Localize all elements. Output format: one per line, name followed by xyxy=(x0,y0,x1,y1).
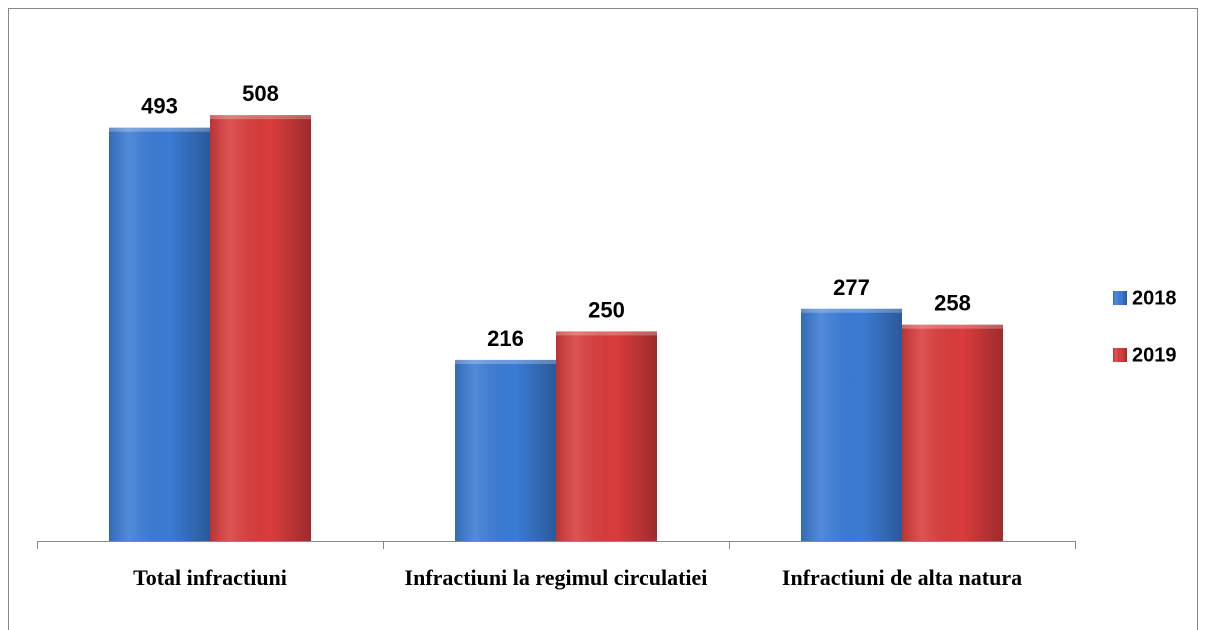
bar-cap xyxy=(801,308,902,313)
data-label: 216 xyxy=(487,326,524,351)
bar-shade xyxy=(556,331,657,541)
data-label: 277 xyxy=(833,275,870,300)
bar-shade xyxy=(801,308,902,541)
bar-cap xyxy=(556,331,657,336)
data-label: 508 xyxy=(242,81,279,106)
bar-shade xyxy=(210,115,311,542)
chart-frame xyxy=(8,8,1198,630)
legend-swatch-shade xyxy=(1113,291,1127,305)
legend-label: 2018 xyxy=(1132,287,1177,309)
bar-cap xyxy=(902,324,1003,329)
x-tick-label: Infractiuni de alta natura xyxy=(781,565,1023,590)
x-tick-label: Total infractiuni xyxy=(133,565,287,590)
bar-cap xyxy=(455,359,556,364)
bar-cap xyxy=(210,115,311,120)
bar-shade xyxy=(902,324,1003,541)
legend-label: 2019 xyxy=(1132,344,1177,366)
bar-cap xyxy=(109,127,210,132)
bar-shade xyxy=(109,127,210,542)
data-label: 250 xyxy=(588,297,625,322)
data-label: 493 xyxy=(141,94,178,119)
bar-shade xyxy=(455,359,556,541)
x-tick-label: Infractiuni la regimul circulatiei xyxy=(404,565,708,590)
data-label: 258 xyxy=(934,291,971,316)
legend-swatch-shade xyxy=(1113,348,1127,362)
